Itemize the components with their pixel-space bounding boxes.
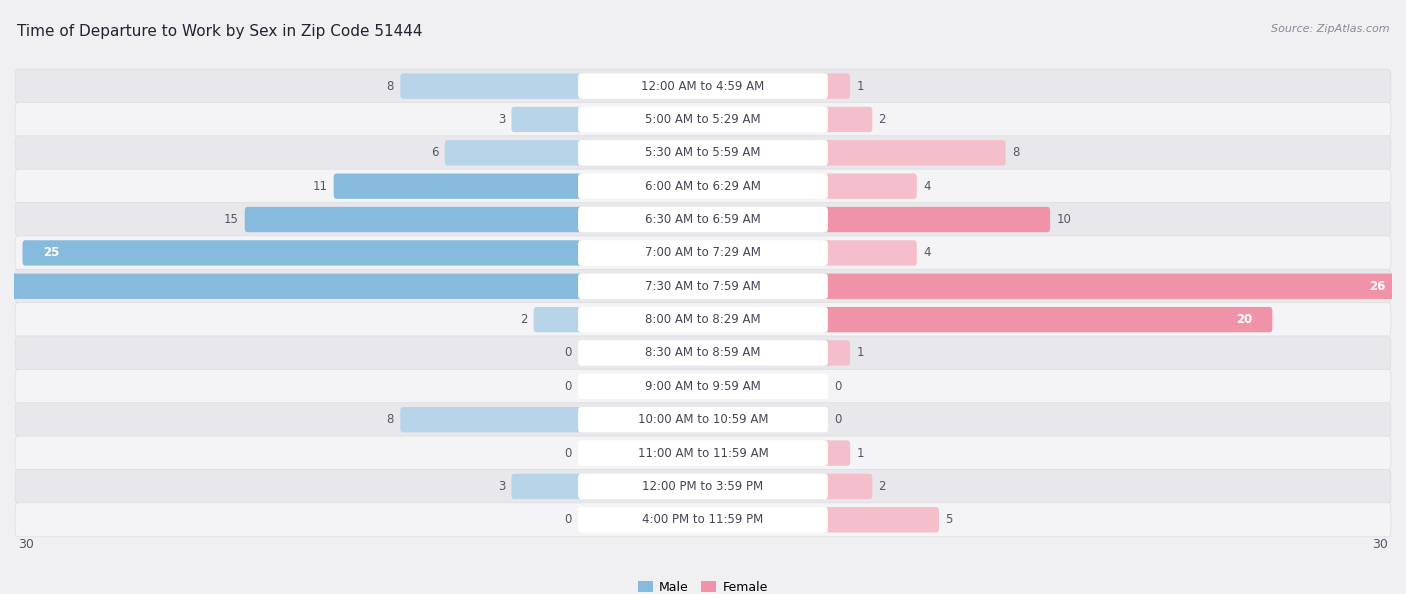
Legend: Male, Female: Male, Female (633, 576, 773, 594)
Text: Time of Departure to Work by Sex in Zip Code 51444: Time of Departure to Work by Sex in Zip … (17, 24, 422, 39)
Text: 10:00 AM to 10:59 AM: 10:00 AM to 10:59 AM (638, 413, 768, 426)
Text: 1: 1 (856, 346, 863, 359)
FancyBboxPatch shape (15, 136, 1391, 170)
Text: Source: ZipAtlas.com: Source: ZipAtlas.com (1271, 24, 1389, 34)
Text: 2: 2 (879, 480, 886, 493)
FancyBboxPatch shape (578, 474, 828, 499)
Text: 0: 0 (564, 380, 572, 393)
Text: 0: 0 (564, 346, 572, 359)
FancyBboxPatch shape (15, 469, 1391, 504)
FancyBboxPatch shape (578, 274, 828, 299)
FancyBboxPatch shape (823, 507, 939, 532)
FancyBboxPatch shape (823, 74, 851, 99)
FancyBboxPatch shape (15, 336, 1391, 370)
FancyBboxPatch shape (823, 207, 1050, 232)
Text: 6: 6 (432, 146, 439, 159)
Text: 1: 1 (856, 80, 863, 93)
Text: 4: 4 (922, 179, 931, 192)
Text: 0: 0 (834, 413, 842, 426)
Text: 8: 8 (387, 80, 394, 93)
Text: 11: 11 (312, 179, 328, 192)
FancyBboxPatch shape (578, 74, 828, 99)
Text: 0: 0 (564, 447, 572, 460)
FancyBboxPatch shape (15, 436, 1391, 470)
Text: 8:00 AM to 8:29 AM: 8:00 AM to 8:29 AM (645, 313, 761, 326)
Text: 0: 0 (834, 380, 842, 393)
FancyBboxPatch shape (15, 236, 1391, 270)
Text: 6:30 AM to 6:59 AM: 6:30 AM to 6:59 AM (645, 213, 761, 226)
Text: 6:00 AM to 6:29 AM: 6:00 AM to 6:29 AM (645, 179, 761, 192)
FancyBboxPatch shape (578, 507, 828, 532)
FancyBboxPatch shape (15, 403, 1391, 437)
FancyBboxPatch shape (823, 440, 851, 466)
Text: 5:30 AM to 5:59 AM: 5:30 AM to 5:59 AM (645, 146, 761, 159)
FancyBboxPatch shape (512, 474, 583, 499)
Text: 12:00 PM to 3:59 PM: 12:00 PM to 3:59 PM (643, 480, 763, 493)
FancyBboxPatch shape (823, 173, 917, 199)
FancyBboxPatch shape (578, 140, 828, 166)
Text: 3: 3 (498, 480, 505, 493)
FancyBboxPatch shape (333, 173, 583, 199)
Text: 2: 2 (520, 313, 527, 326)
Text: 4: 4 (922, 247, 931, 260)
Text: 15: 15 (224, 213, 239, 226)
Text: 30: 30 (1372, 538, 1388, 551)
FancyBboxPatch shape (578, 207, 828, 232)
FancyBboxPatch shape (15, 203, 1391, 236)
Text: 11:00 AM to 11:59 AM: 11:00 AM to 11:59 AM (638, 447, 768, 460)
FancyBboxPatch shape (401, 407, 583, 432)
Text: 5: 5 (945, 513, 953, 526)
FancyBboxPatch shape (15, 369, 1391, 403)
FancyBboxPatch shape (15, 503, 1391, 537)
FancyBboxPatch shape (578, 307, 828, 332)
Text: 3: 3 (498, 113, 505, 126)
Text: 0: 0 (564, 513, 572, 526)
Text: 25: 25 (44, 247, 59, 260)
Text: 26: 26 (1369, 280, 1385, 293)
FancyBboxPatch shape (823, 140, 1005, 166)
FancyBboxPatch shape (512, 107, 583, 132)
FancyBboxPatch shape (22, 240, 583, 266)
FancyBboxPatch shape (15, 102, 1391, 137)
FancyBboxPatch shape (823, 474, 872, 499)
FancyBboxPatch shape (578, 340, 828, 366)
FancyBboxPatch shape (0, 274, 583, 299)
Text: 2: 2 (879, 113, 886, 126)
FancyBboxPatch shape (578, 440, 828, 466)
Text: 8: 8 (1012, 146, 1019, 159)
Text: 10: 10 (1056, 213, 1071, 226)
Text: 20: 20 (1236, 313, 1251, 326)
FancyBboxPatch shape (578, 374, 828, 399)
Text: 8: 8 (387, 413, 394, 426)
FancyBboxPatch shape (15, 302, 1391, 337)
FancyBboxPatch shape (578, 240, 828, 266)
FancyBboxPatch shape (401, 74, 583, 99)
FancyBboxPatch shape (15, 169, 1391, 203)
FancyBboxPatch shape (245, 207, 583, 232)
FancyBboxPatch shape (578, 173, 828, 199)
FancyBboxPatch shape (823, 307, 1272, 332)
FancyBboxPatch shape (823, 240, 917, 266)
Text: 5:00 AM to 5:29 AM: 5:00 AM to 5:29 AM (645, 113, 761, 126)
FancyBboxPatch shape (578, 107, 828, 132)
FancyBboxPatch shape (534, 307, 583, 332)
FancyBboxPatch shape (15, 69, 1391, 103)
Text: 1: 1 (856, 447, 863, 460)
FancyBboxPatch shape (823, 340, 851, 366)
Text: 7:30 AM to 7:59 AM: 7:30 AM to 7:59 AM (645, 280, 761, 293)
FancyBboxPatch shape (444, 140, 583, 166)
FancyBboxPatch shape (578, 407, 828, 432)
FancyBboxPatch shape (823, 274, 1406, 299)
Text: 9:00 AM to 9:59 AM: 9:00 AM to 9:59 AM (645, 380, 761, 393)
FancyBboxPatch shape (15, 269, 1391, 304)
FancyBboxPatch shape (823, 107, 872, 132)
Text: 8:30 AM to 8:59 AM: 8:30 AM to 8:59 AM (645, 346, 761, 359)
Text: 7:00 AM to 7:29 AM: 7:00 AM to 7:29 AM (645, 247, 761, 260)
Text: 12:00 AM to 4:59 AM: 12:00 AM to 4:59 AM (641, 80, 765, 93)
Text: 4:00 PM to 11:59 PM: 4:00 PM to 11:59 PM (643, 513, 763, 526)
Text: 30: 30 (18, 538, 34, 551)
